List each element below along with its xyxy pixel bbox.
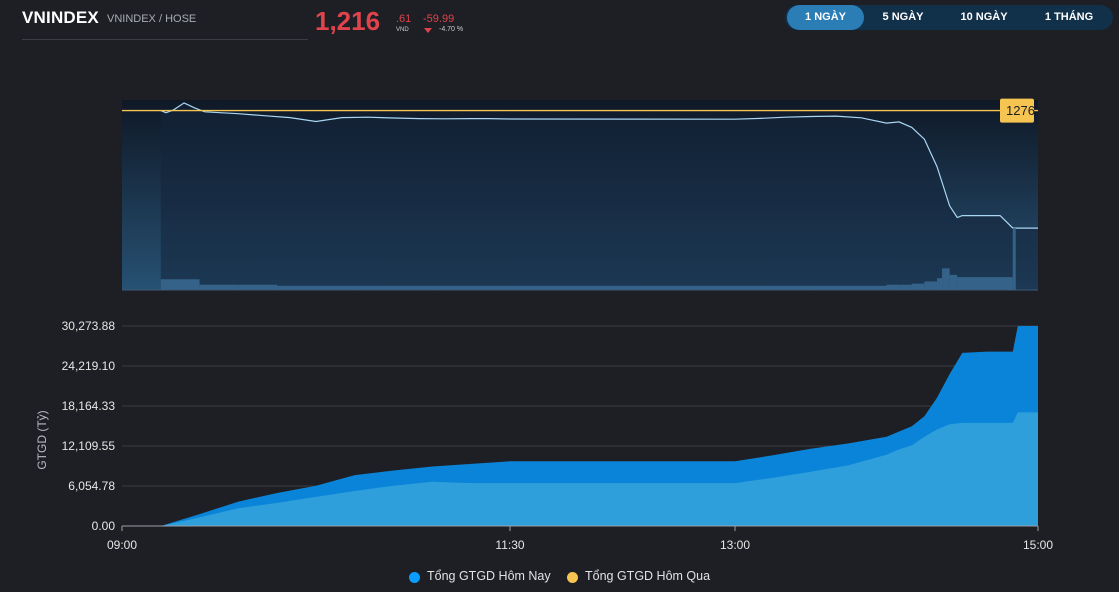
y-tick-label: 12,109.55	[62, 439, 116, 453]
range-selector: 1 NGÀY 5 NGÀY 10 NGÀY 1 THÁNG	[785, 5, 1113, 30]
volume-bar	[911, 283, 925, 290]
range-tab-10-days[interactable]: 10 NGÀY	[960, 11, 1008, 23]
volume-bar	[924, 281, 937, 290]
price-change-percent: -4.70 %	[439, 26, 464, 33]
volume-bar	[810, 285, 887, 290]
legend: Tổng GTGD Hôm Nay Tổng GTGD Hôm Qua	[0, 568, 1119, 588]
volume-bar	[354, 285, 433, 290]
x-tick-label: 09:00	[107, 538, 137, 552]
volume-bar	[949, 274, 958, 290]
price-line	[160, 102, 1038, 229]
range-tab-1-month[interactable]: 1 THÁNG	[1044, 11, 1094, 23]
reference-label-box	[1000, 98, 1034, 123]
price-chart: 1276.60	[122, 98, 1049, 291]
range-tab-5-days[interactable]: 5 NGÀY	[882, 11, 924, 23]
volume-bar	[1012, 228, 1016, 290]
price-area	[160, 102, 1039, 291]
volume-bar	[199, 284, 239, 290]
range-tab-1-day[interactable]: 1 NGÀY	[787, 5, 864, 30]
ticker-symbol: VNINDEX	[22, 8, 99, 27]
reference-label: 1276.60	[1006, 103, 1049, 118]
header-divider	[22, 39, 308, 40]
down-arrow-icon	[424, 28, 432, 33]
x-tick-label: 15:00	[1023, 538, 1053, 552]
volume-bar	[238, 284, 278, 290]
y-tick-label: 24,219.10	[62, 359, 116, 373]
price-decimal: .61	[396, 13, 412, 25]
y-tick-label: 18,164.33	[62, 399, 116, 413]
x-tick-label: 13:00	[720, 538, 750, 552]
volume-bar	[942, 268, 950, 290]
volume-bar	[510, 285, 735, 290]
volume-bar	[735, 285, 811, 290]
price-change: -59.99	[423, 13, 455, 25]
legend-label-yesterday: Tổng GTGD Hôm Qua	[585, 569, 711, 583]
volume-bar	[277, 285, 355, 290]
legend-dot-today	[409, 572, 420, 583]
volume-bar	[432, 285, 510, 290]
volume-bar	[899, 284, 912, 290]
legend-label-today: Tổng GTGD Hôm Nay	[427, 569, 551, 583]
area-yesterday	[122, 412, 1038, 526]
legend-dot-yesterday	[567, 572, 578, 583]
header: VNINDEX VNINDEX / HOSE 1,216 .61 VND -59…	[0, 0, 1119, 44]
value-chart: 0.00 6,054.78 12,109.55 18,164.33 24,219.10 3…	[35, 319, 1053, 552]
volume-bar	[957, 277, 1013, 290]
y-tick-label: 6,054.78	[68, 479, 115, 493]
y-tick-label: 30,273.88	[62, 319, 116, 333]
price-integer: 1,216	[315, 6, 381, 36]
volume-bar	[886, 284, 900, 290]
exchange-label: VNINDEX / HOSE	[107, 13, 197, 25]
x-tick-label: 11:30	[495, 538, 524, 552]
price-unit: VND	[396, 27, 409, 33]
volume-bar	[937, 278, 943, 290]
y-tick-label: 0.00	[92, 519, 116, 533]
y-axis-label: GTGD (Tỷ)	[35, 410, 49, 469]
volume-bar	[160, 279, 200, 290]
